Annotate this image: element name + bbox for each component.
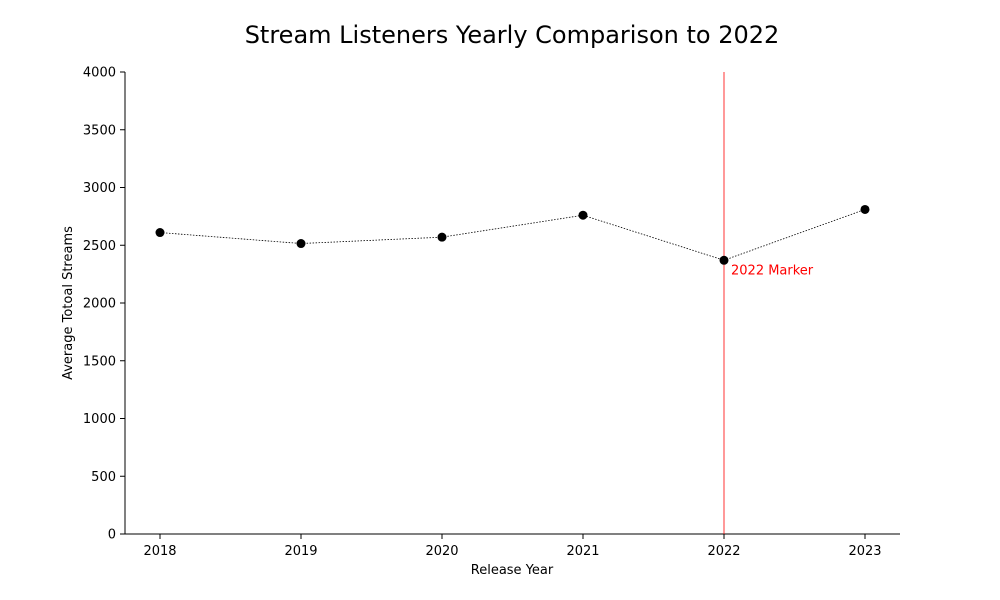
data-point-2023 [860,204,870,214]
y-tick-label: 2000 [83,297,116,312]
data-point-2021 [578,210,588,220]
y-tick-label: 1000 [83,412,116,427]
x-tick-label: 2018 [143,544,176,559]
y-tick-label: 2500 [83,239,116,254]
y-tick-label: 0 [108,528,116,543]
marker-label-2022: 2022 Marker [731,263,814,278]
x-axis-label: Release Year [471,563,554,578]
y-tick-label: 3500 [83,123,116,138]
x-tick-label: 2020 [425,544,458,559]
y-axis-label: Average Totoal Streams [61,226,76,380]
x-tick-label: 2021 [566,544,599,559]
chart-title: Stream Listeners Yearly Comparison to 20… [245,21,780,49]
data-point-2019 [296,239,306,249]
x-tick-label: 2022 [707,544,740,559]
y-tick-label: 1500 [83,354,116,369]
plot-area: 0 500 1000 1500 2000 2500 3000 3500 4000 2018 2019… [83,66,900,559]
series-line [159,209,866,261]
y-tick-label: 3000 [83,181,116,196]
x-tick-label: 2023 [848,544,881,559]
data-point-2020 [437,232,447,242]
y-tick-label: 500 [91,470,116,485]
y-tick-label: 4000 [83,66,116,81]
x-tick-label: 2019 [284,544,317,559]
data-point-2022 [719,255,729,265]
data-point-2018 [155,228,165,238]
